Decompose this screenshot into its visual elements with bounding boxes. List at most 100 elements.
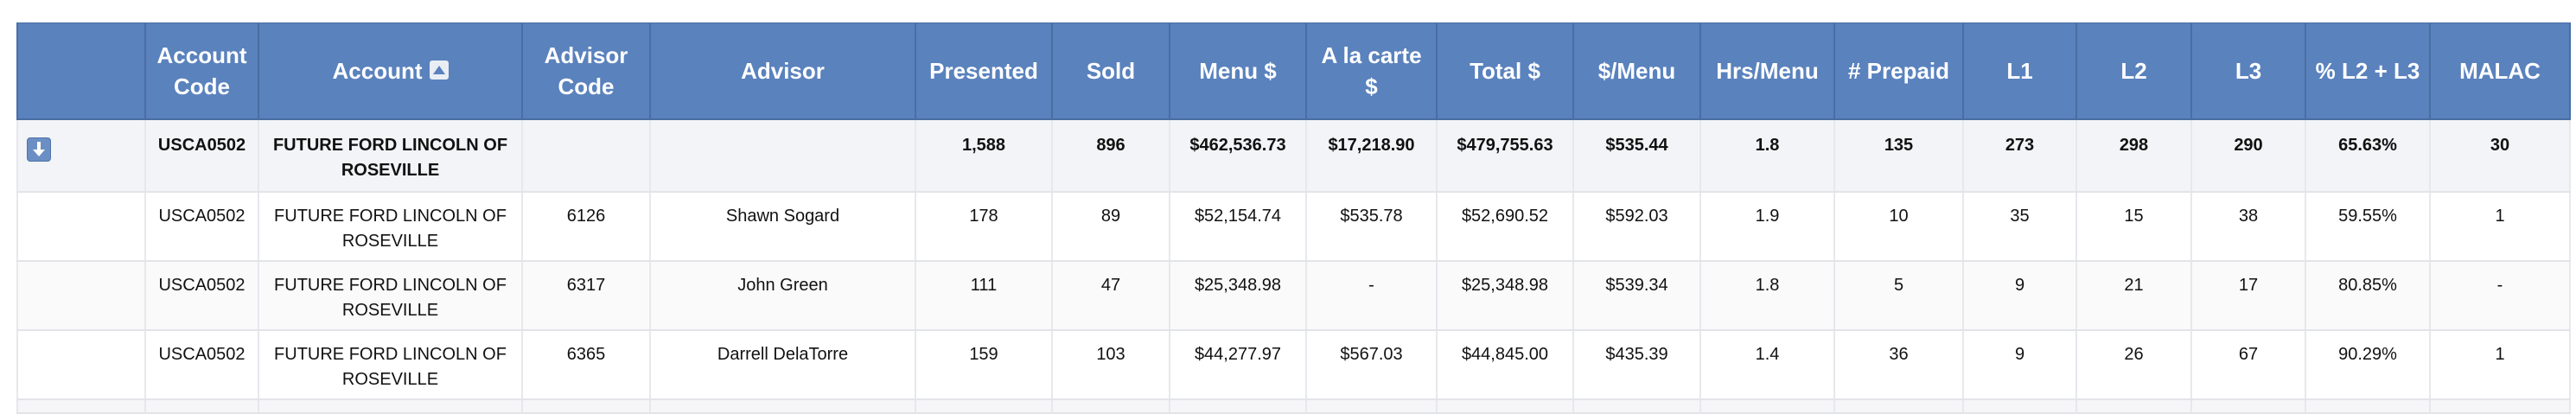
summary-l3: 290 xyxy=(2190,118,2306,193)
cell-l3: 67 xyxy=(2190,329,2306,400)
summary-prepaid: 135 xyxy=(1833,118,1964,193)
column-header-hrs-menu[interactable]: Hrs/Menu xyxy=(1699,22,1835,120)
partial-cell xyxy=(1962,398,2077,414)
cell-prepaid: 5 xyxy=(1833,260,1964,331)
column-header-alacarte[interactable]: A la carte $ xyxy=(1305,22,1438,120)
column-header-l2[interactable]: L2 xyxy=(2075,22,2192,120)
cell-per-menu: $539.34 xyxy=(1572,260,1701,331)
cell-sold: 47 xyxy=(1051,260,1170,331)
cell-l1: 9 xyxy=(1962,329,2077,400)
cell-pct-l2-l3: 59.55% xyxy=(2305,191,2431,262)
cell-menu: $44,277.97 xyxy=(1169,329,1307,400)
cell-account-code: USCA0502 xyxy=(144,329,259,400)
summary-control-cell xyxy=(16,118,146,193)
column-header-l1[interactable]: L1 xyxy=(1962,22,2077,120)
cell-presented: 111 xyxy=(915,260,1053,331)
column-header-menu[interactable]: Menu $ xyxy=(1169,22,1307,120)
cell-pct-l2-l3: 80.85% xyxy=(2305,260,2431,331)
cell-alacarte: - xyxy=(1305,260,1438,331)
column-header-pct-l2-l3[interactable]: % L2 + L3 xyxy=(2305,22,2431,120)
cell-advisor: John Green xyxy=(649,260,916,331)
column-header-per-menu[interactable]: $/Menu xyxy=(1572,22,1701,120)
partial-cell xyxy=(2190,398,2306,414)
cell-hrs-menu: 1.4 xyxy=(1699,329,1835,400)
table-row-partial xyxy=(16,398,2571,414)
row-control-cell xyxy=(16,329,146,400)
partial-cell xyxy=(16,398,146,414)
cell-hrs-menu: 1.9 xyxy=(1699,191,1835,262)
column-header-total[interactable]: Total $ xyxy=(1436,22,1574,120)
summary-alacarte: $17,218.90 xyxy=(1305,118,1438,193)
cell-l2: 21 xyxy=(2075,260,2192,331)
partial-cell xyxy=(649,398,916,414)
column-header-account-code[interactable]: Account Code xyxy=(144,22,259,120)
summary-pct-l2-l3: 65.63% xyxy=(2305,118,2431,193)
column-header-advisor[interactable]: Advisor xyxy=(649,22,916,120)
column-header-account[interactable]: Account xyxy=(258,22,523,120)
column-header-account-label: Account xyxy=(332,57,423,84)
cell-presented: 178 xyxy=(915,191,1053,262)
summary-presented: 1,588 xyxy=(915,118,1053,193)
cell-account-code: USCA0502 xyxy=(144,260,259,331)
column-header-presented[interactable]: Presented xyxy=(915,22,1053,120)
cell-malac: - xyxy=(2429,260,2571,331)
cell-account: FUTURE FORD LINCOLN OF ROSEVILLE xyxy=(258,260,523,331)
cell-malac: 1 xyxy=(2429,329,2571,400)
collapse-arrow-down-icon[interactable] xyxy=(27,137,51,162)
cell-advisor-code: 6365 xyxy=(521,329,651,400)
summary-row: USCA0502 FUTURE FORD LINCOLN OF ROSEVILL… xyxy=(16,118,2571,193)
cell-presented: 159 xyxy=(915,329,1053,400)
advisor-report-table: Account Code Account Advisor Code Adviso… xyxy=(16,22,2571,414)
summary-total: $479,755.63 xyxy=(1436,118,1574,193)
sort-ascending-icon[interactable] xyxy=(429,60,449,80)
summary-account-code: USCA0502 xyxy=(144,118,259,193)
partial-cell xyxy=(915,398,1053,414)
cell-per-menu: $435.39 xyxy=(1572,329,1701,400)
partial-cell xyxy=(2305,398,2431,414)
cell-total: $52,690.52 xyxy=(1436,191,1574,262)
partial-cell xyxy=(2075,398,2192,414)
cell-hrs-menu: 1.8 xyxy=(1699,260,1835,331)
row-control-cell xyxy=(16,191,146,262)
table-header-row: Account Code Account Advisor Code Adviso… xyxy=(16,22,2571,120)
table-row[interactable]: USCA0502 FUTURE FORD LINCOLN OF ROSEVILL… xyxy=(16,191,2571,262)
summary-advisor-code xyxy=(521,118,651,193)
cell-advisor: Shawn Sogard xyxy=(649,191,916,262)
partial-cell xyxy=(144,398,259,414)
cell-l3: 38 xyxy=(2190,191,2306,262)
partial-cell xyxy=(1051,398,1170,414)
partial-cell xyxy=(1169,398,1307,414)
cell-menu: $25,348.98 xyxy=(1169,260,1307,331)
cell-total: $44,845.00 xyxy=(1436,329,1574,400)
summary-malac: 30 xyxy=(2429,118,2571,193)
cell-advisor: Darrell DelaTorre xyxy=(649,329,916,400)
cell-menu: $52,154.74 xyxy=(1169,191,1307,262)
column-header-sold[interactable]: Sold xyxy=(1051,22,1170,120)
cell-l2: 15 xyxy=(2075,191,2192,262)
table-row[interactable]: USCA0502 FUTURE FORD LINCOLN OF ROSEVILL… xyxy=(16,329,2571,400)
cell-malac: 1 xyxy=(2429,191,2571,262)
partial-cell xyxy=(1833,398,1964,414)
summary-account: FUTURE FORD LINCOLN OF ROSEVILLE xyxy=(258,118,523,193)
summary-advisor xyxy=(649,118,916,193)
cell-sold: 89 xyxy=(1051,191,1170,262)
column-header-l3[interactable]: L3 xyxy=(2190,22,2306,120)
column-header-prepaid[interactable]: # Prepaid xyxy=(1833,22,1964,120)
cell-prepaid: 36 xyxy=(1833,329,1964,400)
table-row[interactable]: USCA0502 FUTURE FORD LINCOLN OF ROSEVILL… xyxy=(16,260,2571,331)
cell-account-code: USCA0502 xyxy=(144,191,259,262)
cell-account: FUTURE FORD LINCOLN OF ROSEVILLE xyxy=(258,191,523,262)
report-table-container: Account Code Account Advisor Code Adviso… xyxy=(16,22,2571,414)
column-header-malac[interactable]: MALAC xyxy=(2429,22,2571,120)
cell-l2: 26 xyxy=(2075,329,2192,400)
cell-advisor-code: 6126 xyxy=(521,191,651,262)
partial-cell xyxy=(2429,398,2571,414)
partial-cell xyxy=(1572,398,1701,414)
partial-cell xyxy=(1436,398,1574,414)
row-control-cell xyxy=(16,260,146,331)
cell-advisor-code: 6317 xyxy=(521,260,651,331)
cell-l3: 17 xyxy=(2190,260,2306,331)
cell-per-menu: $592.03 xyxy=(1572,191,1701,262)
partial-cell xyxy=(1305,398,1438,414)
column-header-advisor-code[interactable]: Advisor Code xyxy=(521,22,651,120)
